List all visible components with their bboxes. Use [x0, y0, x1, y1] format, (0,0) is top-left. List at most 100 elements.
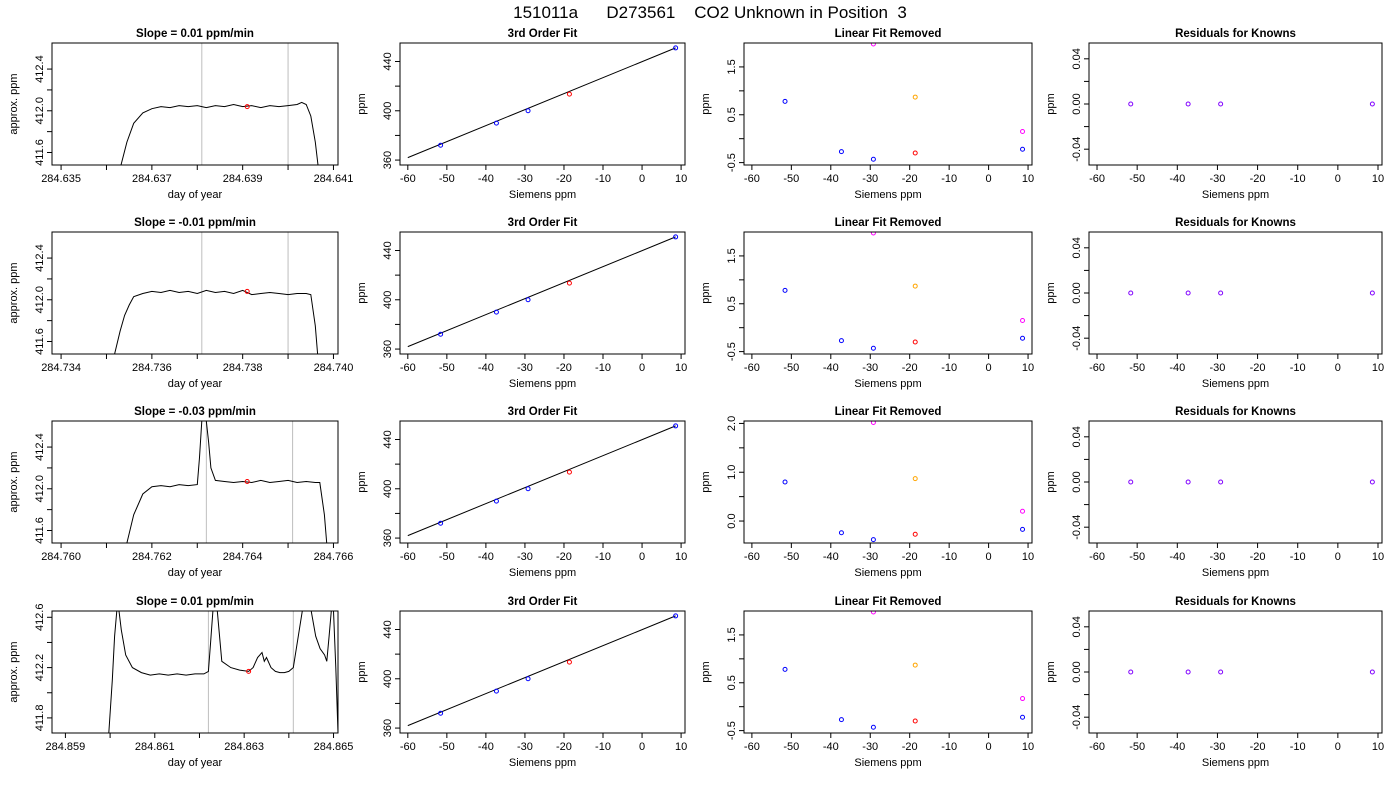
chart-10-x-tick-label-1: -60: [400, 551, 416, 563]
chart-6-x-tick-label-4: -30: [517, 362, 533, 374]
chart-14-y-tick-label-3: 440: [382, 620, 394, 638]
chart-14-x-axis: -60 -50 -40 -30 -20 -10 0 10 Siemens ppm: [400, 733, 687, 769]
chart-8-y-tick-label-3: 0.04: [1071, 237, 1083, 258]
chart-3-y-label: ppm: [700, 93, 712, 114]
chart-3-y-tick-label-2: 0.5: [726, 107, 738, 122]
chart-10-x-axis: -60 -50 -40 -30 -20 -10 0 10 Siemens ppm: [400, 543, 687, 579]
chart-4-x-tick-label-6: -10: [1290, 173, 1306, 185]
chart-7-x-tick-label-4: -30: [862, 362, 878, 374]
chart-8-x-label: Siemens ppm: [1202, 378, 1269, 390]
chart-6-x-label: Siemens ppm: [509, 378, 576, 390]
chart-12-x-tick-label-8: 10: [1372, 551, 1384, 563]
chart-15-plot-area: [782, 611, 1026, 730]
chart-16-point-3: [1218, 669, 1224, 675]
chart-2-y-tick-label-1: 360: [382, 151, 394, 169]
chart-9-y-tick-label-3: 412.4: [34, 433, 46, 461]
chart-6-plot-area: [407, 234, 679, 348]
chart-9-x-axis: 284.760 284.762 284.764 284.766 day of year: [41, 543, 353, 579]
chart-3-point-3: [870, 156, 876, 162]
chart-3-x-tick-label-5: -20: [902, 173, 918, 185]
chart-15-point-5: [912, 718, 918, 724]
chart-7-point-3: [870, 345, 876, 351]
chart-14-y-tick-label-2: 400: [382, 670, 394, 688]
chart-6-y-label: ppm: [356, 282, 368, 303]
chart-7-title: Linear Fit Removed: [835, 217, 942, 229]
chart-4-x-label: Siemens ppm: [1202, 189, 1269, 201]
chart-1-point: [244, 104, 250, 110]
chart-15-x-tick-label-3: -40: [823, 741, 839, 753]
chart-15-point-7: [870, 611, 876, 615]
chart-8-x-axis: -60 -50 -40 -30 -20 -10 0 10 Siemens ppm: [1089, 354, 1384, 390]
chart-16-x-tick-label-4: -30: [1209, 741, 1225, 753]
chart-5-y-tick-label-3: 412.4: [34, 244, 46, 272]
chart-3-x-tick-label-7: 0: [986, 173, 992, 185]
chart-3-point-2: [838, 149, 844, 155]
chart-16-point-2: [1185, 669, 1191, 675]
chart-4-y-tick-label-1: -0.04: [1071, 137, 1083, 162]
chart-1-x-tick-label-4: 284.641: [314, 173, 354, 185]
chart-1-y-tick-label-1: 411.6: [34, 139, 46, 166]
chart-7-y-axis: -0.5 0.5 1.5 ppm: [700, 248, 744, 361]
chart-16-x-tick-label-8: 10: [1372, 741, 1384, 753]
chart-7-point-4: [1020, 335, 1026, 341]
chart-13-x-tick-label-4: 284.865: [314, 741, 354, 753]
chart-13-y-axis: 411.8 412.2 412.6 approx. ppm: [8, 604, 52, 731]
chart-1-x-tick-label-2: 284.637: [132, 173, 172, 185]
chart-3-y-tick-label-3: 1.5: [726, 59, 738, 74]
chart-11-x-tick-label-4: -30: [862, 551, 878, 563]
chart-10-series-line: [407, 425, 676, 537]
chart-7-x-tick-label-8: 10: [1022, 362, 1034, 374]
chart-15-x-tick-label-5: -20: [902, 741, 918, 753]
chart-14-x-tick-label-1: -60: [400, 741, 416, 753]
chart-8-point-3: [1218, 290, 1224, 296]
chart-16-x-tick-label-2: -50: [1129, 741, 1145, 753]
chart-3-point-5: [912, 150, 918, 156]
chart-10-y-label: ppm: [356, 471, 368, 492]
chart-7-x-label: Siemens ppm: [854, 378, 921, 390]
chart-12-x-tick-label-6: -10: [1290, 551, 1306, 563]
chart-11-x-label: Siemens ppm: [854, 567, 921, 579]
chart-15-point-4: [1020, 714, 1026, 720]
chart-12-y-label: ppm: [1045, 471, 1057, 492]
chart-6: 3rd Order Fit -60 -50 -40 -30 -20 -10 0 10 Siemen…: [356, 217, 687, 390]
chart-16-title: Residuals for Knowns: [1175, 596, 1296, 608]
chart-12-x-tick-label-4: -30: [1209, 551, 1225, 563]
chart-5-series-line: [114, 289, 319, 354]
chart-15-x-tick-label-6: -10: [941, 741, 957, 753]
chart-3-point-1: [782, 98, 788, 104]
chart-6-x-tick-label-6: -10: [595, 362, 611, 374]
chart-7-y-label: ppm: [700, 282, 712, 303]
chart-2-y-tick-label-2: 400: [382, 102, 394, 120]
chart-11-point-5: [912, 531, 918, 537]
chart-14-x-tick-label-4: -30: [517, 741, 533, 753]
chart-10-x-label: Siemens ppm: [509, 567, 576, 579]
chart-3-x-tick-label-3: -40: [823, 173, 839, 185]
chart-13-point: [246, 668, 252, 674]
chart-15-point-8: [1020, 696, 1026, 702]
chart-1-series-line: [120, 101, 319, 165]
chart-2-point-1: [438, 142, 444, 148]
chart-16-plot-area: [1128, 669, 1375, 675]
chart-11-x-tick-label-6: -10: [941, 551, 957, 563]
chart-5-x-axis: 284.734 284.736 284.738 284.740 day of year: [41, 354, 353, 390]
chart-14-x-tick-label-5: -20: [556, 741, 572, 753]
chart-9-series-line: [126, 421, 328, 543]
chart-7-point-8: [1020, 318, 1026, 324]
chart-9-y-tick-label-1: 411.6: [34, 517, 46, 544]
chart-8-x-tick-label-8: 10: [1372, 362, 1384, 374]
chart-14-plot-area: [407, 613, 679, 727]
chart-3-point-4: [1020, 146, 1026, 152]
chart-11-x-tick-label-8: 10: [1022, 551, 1034, 563]
chart-3-x-tick-label-2: -50: [783, 173, 799, 185]
chart-6-x-tick-label-5: -20: [556, 362, 572, 374]
chart-16-y-tick-label-3: 0.04: [1071, 616, 1083, 637]
chart-12-x-label: Siemens ppm: [1202, 567, 1269, 579]
chart-15-point-6: [912, 662, 918, 668]
chart-14-point-3: [525, 676, 531, 682]
chart-11-x-tick-label-1: -60: [744, 551, 760, 563]
chart-5-y-tick-label-2: 412.0: [34, 286, 46, 314]
chart-6-point-1: [438, 331, 444, 337]
chart-2-x-tick-label-3: -40: [478, 173, 494, 185]
